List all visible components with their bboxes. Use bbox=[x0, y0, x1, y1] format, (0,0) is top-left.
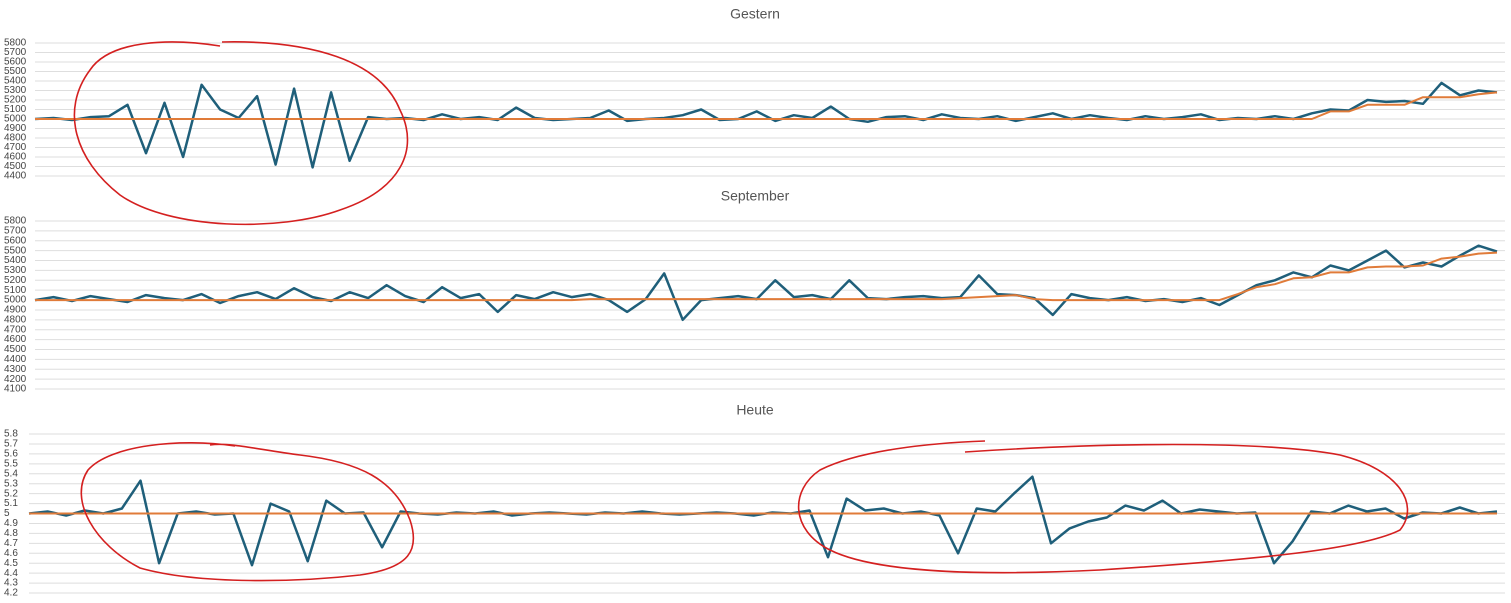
y-tick-label: 5300 bbox=[4, 85, 27, 96]
y-tick-label: 5100 bbox=[4, 285, 27, 296]
y-tick-label: 4.6 bbox=[4, 548, 18, 559]
y-tick-label: 5.3 bbox=[4, 478, 18, 489]
annotation-circle bbox=[797, 440, 1409, 574]
y-tick-label: 4100 bbox=[4, 384, 27, 395]
annotation-circle bbox=[73, 41, 409, 226]
y-tick-label: 5.4 bbox=[4, 468, 18, 479]
y-tick-label: 5.7 bbox=[4, 439, 18, 450]
y-tick-label: 5800 bbox=[4, 216, 27, 227]
y-tick-label: 5.2 bbox=[4, 488, 18, 499]
y-tick-label: 4900 bbox=[4, 305, 27, 316]
y-tick-label: 5700 bbox=[4, 226, 27, 237]
data-line bbox=[34, 244, 1498, 322]
y-tick-label: 5600 bbox=[4, 57, 27, 68]
y-tick-label: 5.5 bbox=[4, 458, 18, 469]
y-tick-label: 5200 bbox=[4, 275, 27, 286]
y-tick-label: 4800 bbox=[4, 314, 27, 325]
annotation-circle bbox=[80, 442, 415, 582]
y-tick-label: 4400 bbox=[4, 354, 27, 365]
y-tick-label: 5500 bbox=[4, 66, 27, 77]
y-tick-label: 5600 bbox=[4, 235, 27, 246]
y-tick-label: 5400 bbox=[4, 255, 27, 266]
chart-title: Heute bbox=[736, 402, 774, 418]
y-tick-label: 5500 bbox=[4, 245, 27, 256]
y-tick-label: 4.7 bbox=[4, 538, 18, 549]
y-tick-label: 4700 bbox=[4, 142, 27, 153]
y-tick-label: 4.3 bbox=[4, 578, 18, 589]
y-tick-label: 4.9 bbox=[4, 518, 18, 529]
y-tick-label: 5.1 bbox=[4, 498, 18, 509]
y-tick-label: 4500 bbox=[4, 161, 27, 172]
y-tick-label: 5.6 bbox=[4, 449, 18, 460]
chart-title: September bbox=[721, 188, 790, 204]
chart-panel: Gestern440045004600470048004900500051005… bbox=[4, 6, 1505, 182]
y-tick-label: 5000 bbox=[4, 114, 27, 125]
y-tick-label: 4200 bbox=[4, 374, 27, 385]
y-tick-label: 5.8 bbox=[4, 429, 18, 440]
y-tick-label: 5700 bbox=[4, 47, 27, 58]
data-line bbox=[35, 91, 1498, 120]
y-tick-label: 5800 bbox=[4, 38, 27, 49]
y-tick-label: 4400 bbox=[4, 171, 27, 182]
y-tick-label: 5300 bbox=[4, 265, 27, 276]
y-tick-label: 4.4 bbox=[4, 568, 18, 579]
chart-title: Gestern bbox=[730, 6, 780, 22]
y-tick-label: 4300 bbox=[4, 364, 27, 375]
y-tick-label: 5200 bbox=[4, 95, 27, 106]
y-tick-label: 4800 bbox=[4, 133, 27, 144]
y-tick-label: 5100 bbox=[4, 104, 27, 115]
y-tick-label: 5 bbox=[4, 508, 10, 519]
charts-layer: Gestern440045004600470048004900500051005… bbox=[4, 6, 1505, 599]
y-tick-label: 4500 bbox=[4, 344, 27, 355]
y-tick-label: 4.8 bbox=[4, 528, 18, 539]
data-line bbox=[28, 475, 1498, 567]
y-tick-label: 5400 bbox=[4, 76, 27, 87]
y-tick-label: 4600 bbox=[4, 334, 27, 345]
y-tick-label: 4900 bbox=[4, 123, 27, 134]
y-tick-label: 4.5 bbox=[4, 558, 18, 569]
y-tick-label: 4600 bbox=[4, 152, 27, 163]
annotations bbox=[73, 41, 1409, 582]
chart-panel: September 4100420043004400450046004700480… bbox=[4, 188, 1505, 395]
y-tick-label: 4.2 bbox=[4, 588, 18, 598]
y-tick-label: 4700 bbox=[4, 324, 27, 335]
data-line bbox=[34, 81, 1498, 169]
data-line bbox=[35, 251, 1498, 302]
chart-panel: Heute4.24.34.44.54.64.74.84.955.15.25.35… bbox=[4, 402, 1505, 599]
y-tick-label: 5000 bbox=[4, 295, 27, 306]
